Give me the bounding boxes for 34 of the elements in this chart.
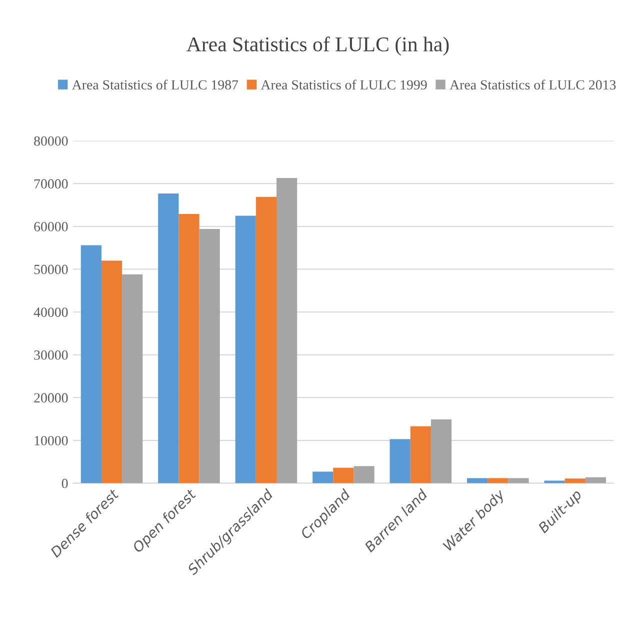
bar	[256, 196, 277, 484]
bar	[199, 228, 220, 484]
bar	[80, 245, 102, 484]
legend-label: Area Statistics of LULC 1987	[72, 80, 238, 90]
bar	[235, 216, 256, 484]
bar	[158, 193, 179, 484]
bar	[390, 439, 410, 484]
bar	[354, 466, 374, 484]
bar	[122, 274, 143, 484]
bar	[333, 468, 354, 484]
y-tick-label: 70000	[34, 179, 68, 189]
bar	[585, 477, 606, 484]
y-tick-label: 0	[62, 478, 68, 488]
y-tick-label: 80000	[34, 136, 68, 146]
bar	[410, 426, 431, 484]
y-tick-label: 40000	[34, 308, 68, 317]
chart-title: Area Statistics of LULC (in ha)	[186, 36, 449, 56]
bar	[101, 260, 122, 484]
y-tick-label: 30000	[34, 350, 68, 360]
legend-label: Area Statistics of LULC 1999	[260, 80, 427, 90]
bar	[312, 472, 334, 484]
bar	[544, 480, 565, 484]
bar	[276, 178, 298, 484]
y-tick-label: 10000	[34, 436, 68, 446]
bar	[488, 478, 508, 484]
legend-label: Area Statistics of LULC 2013	[450, 80, 616, 90]
y-tick-label: 50000	[34, 264, 68, 274]
bar	[430, 419, 452, 484]
y-tick-label: 60000	[34, 222, 68, 232]
y-tick-label: 20000	[34, 393, 68, 403]
bar	[178, 214, 200, 484]
bar	[508, 478, 529, 484]
bar	[467, 478, 488, 484]
bar	[564, 478, 586, 484]
